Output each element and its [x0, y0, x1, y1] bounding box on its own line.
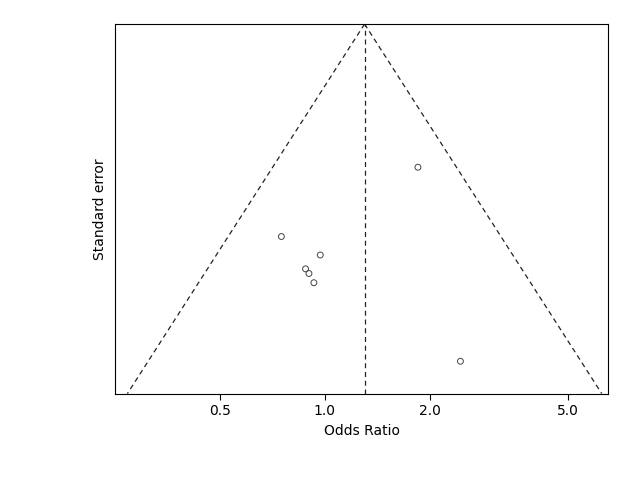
- X-axis label: Odds Ratio: Odds Ratio: [324, 423, 399, 438]
- Point: [455, 358, 465, 365]
- Point: [413, 163, 423, 171]
- Point: [304, 270, 314, 277]
- Y-axis label: Standard error: Standard error: [93, 158, 107, 260]
- Point: [315, 251, 325, 259]
- Point: [308, 279, 319, 287]
- Point: [300, 265, 310, 273]
- Point: [276, 233, 287, 240]
